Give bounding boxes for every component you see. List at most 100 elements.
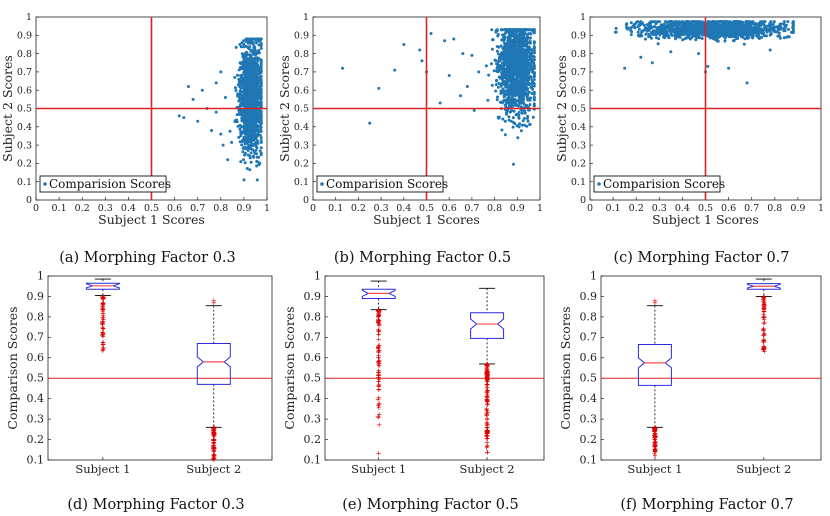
scatter-point [518, 28, 522, 32]
legend: Comparision Scores [39, 175, 171, 193]
scatter-point [716, 39, 720, 43]
scatter-point [496, 62, 500, 66]
scatter-point [532, 78, 536, 82]
scatter-point [255, 152, 259, 156]
y-tick-label: 0.6 [294, 85, 309, 96]
scatter-point [502, 94, 506, 98]
scatter-point [651, 32, 654, 36]
scatter-point [238, 43, 242, 46]
scatter-point [253, 45, 256, 49]
x-tick-label: 0.5 [144, 203, 159, 214]
scatter-point [507, 92, 511, 96]
x-tick-label: 0.9 [236, 203, 251, 214]
scatter-point [241, 55, 245, 59]
scatter-point [248, 125, 251, 129]
y-tick-label: 0.3 [304, 413, 322, 426]
scatter-point [244, 56, 248, 60]
scatter-point [248, 168, 252, 172]
scatter-point [249, 114, 253, 118]
y-tick-label: 0.7 [17, 67, 32, 78]
scatter-point [753, 25, 757, 29]
scatter-point [240, 82, 244, 86]
scatter-point [720, 24, 724, 28]
y-axis-label: Subject 2 Scores [554, 55, 569, 162]
scatter-point [750, 27, 754, 31]
panel-caption: (a) Morphing Factor 0.3 [59, 250, 236, 266]
y-tick-label: 1 [580, 12, 586, 23]
scatter-point [420, 59, 424, 63]
scatter-point [663, 36, 667, 40]
scatter-point [664, 20, 667, 24]
y-tick-label: 0 [303, 195, 309, 206]
scatter-point [254, 64, 258, 68]
scatter-point [230, 140, 234, 144]
scatter-point [200, 88, 204, 92]
scatter-point [712, 26, 716, 30]
scatter-point [257, 81, 260, 85]
scatter-point [508, 110, 512, 114]
y-tick-label: 0.1 [304, 453, 322, 466]
scatter-point [630, 30, 634, 34]
scatter-point [237, 80, 241, 84]
scatter-point [659, 23, 663, 27]
scatter-point [219, 70, 223, 74]
scatter-point [243, 73, 247, 76]
scatter-point [640, 29, 644, 33]
scatter-point [509, 31, 513, 35]
scatter-point [186, 85, 190, 89]
scatter-point [625, 22, 629, 26]
y-tick-label: 0.4 [294, 122, 309, 133]
scatter-point [250, 82, 254, 86]
scatter-point [236, 83, 240, 87]
scatter-point [237, 77, 241, 81]
scatter-point [669, 20, 673, 24]
box-2: ++++++++++++++++++++++++++++++++++++++++… [470, 287, 505, 457]
scatter-point [683, 25, 687, 29]
scatter-point [245, 134, 249, 138]
scatter-point [242, 145, 246, 149]
scatter-point [532, 71, 536, 75]
scatter-point [712, 35, 715, 39]
y-tick-label: 0.1 [580, 453, 598, 466]
y-tick-label: 0.1 [27, 453, 45, 466]
scatter-point [509, 119, 513, 123]
scatter-point [377, 86, 381, 90]
scatter-point [247, 128, 251, 132]
scatter-point [240, 45, 244, 49]
outlier-marker: + [211, 429, 217, 437]
scatter-point [692, 23, 696, 27]
y-tick-label: 0.7 [294, 67, 309, 78]
scatter-point [505, 111, 509, 114]
scatter-point [502, 99, 506, 102]
y-tick-label: 0.4 [304, 392, 322, 405]
scatter-point [525, 33, 529, 37]
scatter-point [223, 96, 227, 100]
scatter-point [250, 88, 254, 92]
scatter-point [734, 20, 738, 24]
y-tick-label: 0.4 [571, 122, 586, 133]
scatter-point [257, 85, 261, 88]
scatter-point [522, 123, 526, 127]
scatter-point [674, 37, 677, 41]
scatter-point [681, 38, 685, 42]
y-tick-label: 0.2 [571, 159, 586, 170]
scatter-point [246, 83, 249, 87]
x-tick-label: 0.9 [510, 203, 525, 214]
scatter-point [513, 89, 517, 93]
scatter-point [240, 143, 244, 147]
scatter-point [509, 74, 513, 78]
x-tick-label: 0 [310, 203, 316, 214]
scatter-point [532, 51, 536, 55]
scatter-point [259, 128, 263, 132]
panel-caption: (b) Morphing Factor 0.5 [334, 250, 511, 266]
scatter-point [501, 33, 504, 37]
scatter-point [495, 79, 499, 83]
y-axis-label: Subject 2 Scores [0, 55, 15, 162]
scatter-point [525, 79, 529, 83]
scatter-point [758, 28, 762, 32]
scatter-point [244, 68, 248, 72]
y-tick-label: 0.3 [27, 413, 45, 426]
scatter-point [517, 69, 521, 73]
scatter-point [688, 29, 692, 32]
x-tick-label: 0.8 [213, 203, 228, 214]
